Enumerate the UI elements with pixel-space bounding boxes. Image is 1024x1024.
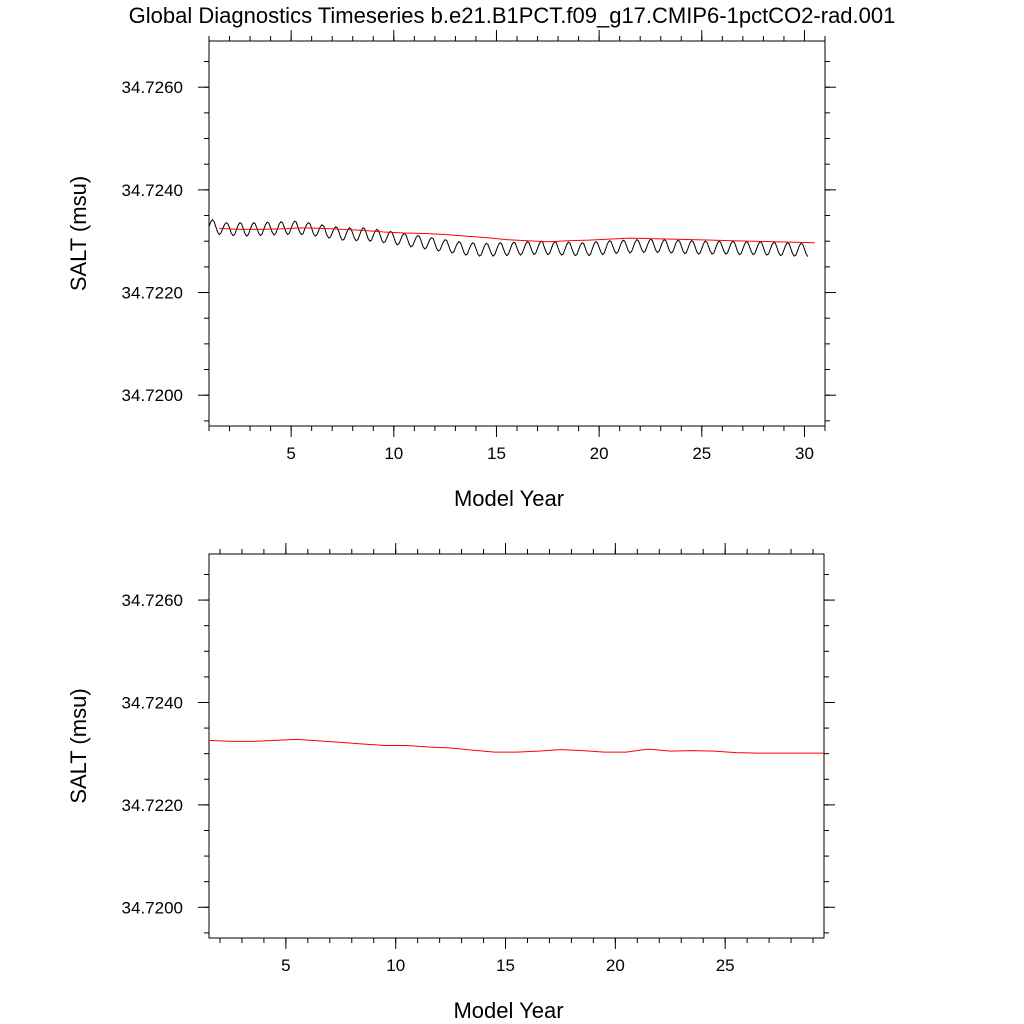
x-tick-label: 20 — [590, 444, 609, 463]
figure-title: Global Diagnostics Timeseries b.e21.B1PC… — [128, 3, 896, 28]
x-tick-label: 25 — [716, 956, 735, 975]
annual-mean-series-line — [219, 227, 815, 244]
x-tick-label: 15 — [496, 956, 515, 975]
timeseries-panel-top: 5 10 15 20 25 30 34.7200 34.7220 34.7240 34.7260 M… — [66, 30, 836, 511]
y-tick-label: 34.7200 — [122, 898, 183, 917]
y-tick-label: 34.7240 — [122, 181, 183, 200]
y-tick-label: 34.7220 — [122, 796, 183, 815]
x-tick-label: 10 — [384, 444, 403, 463]
y-tick-label: 34.7220 — [122, 284, 183, 303]
x-tick-label: 10 — [386, 956, 405, 975]
y-tick-label: 34.7240 — [122, 693, 183, 712]
x-tick-label: 20 — [606, 956, 625, 975]
plot-frame — [208, 553, 825, 939]
x-axis-label: Model Year — [454, 486, 564, 511]
y-tick-label: 34.7200 — [122, 386, 183, 405]
monthly-series-line — [209, 218, 809, 257]
x-tick-label: 25 — [692, 444, 711, 463]
y-axis-label: SALT (msu) — [66, 688, 91, 803]
x-tick-label: 5 — [281, 956, 290, 975]
x-tick-label: 30 — [795, 444, 814, 463]
annual-mean-series-line — [209, 738, 824, 754]
x-tick-label: 5 — [286, 444, 295, 463]
y-tick-label: 34.7260 — [122, 78, 183, 97]
timeseries-panel-bottom: 5 10 15 20 25 34.7200 34.7220 34.7240 34.7260 Mod… — [66, 543, 835, 1023]
x-axis-label: Model Year — [453, 998, 563, 1023]
y-axis-label: SALT (msu) — [66, 176, 91, 291]
y-tick-label: 34.7260 — [122, 591, 183, 610]
x-tick-label: 15 — [487, 444, 506, 463]
plot-frame — [208, 40, 826, 427]
